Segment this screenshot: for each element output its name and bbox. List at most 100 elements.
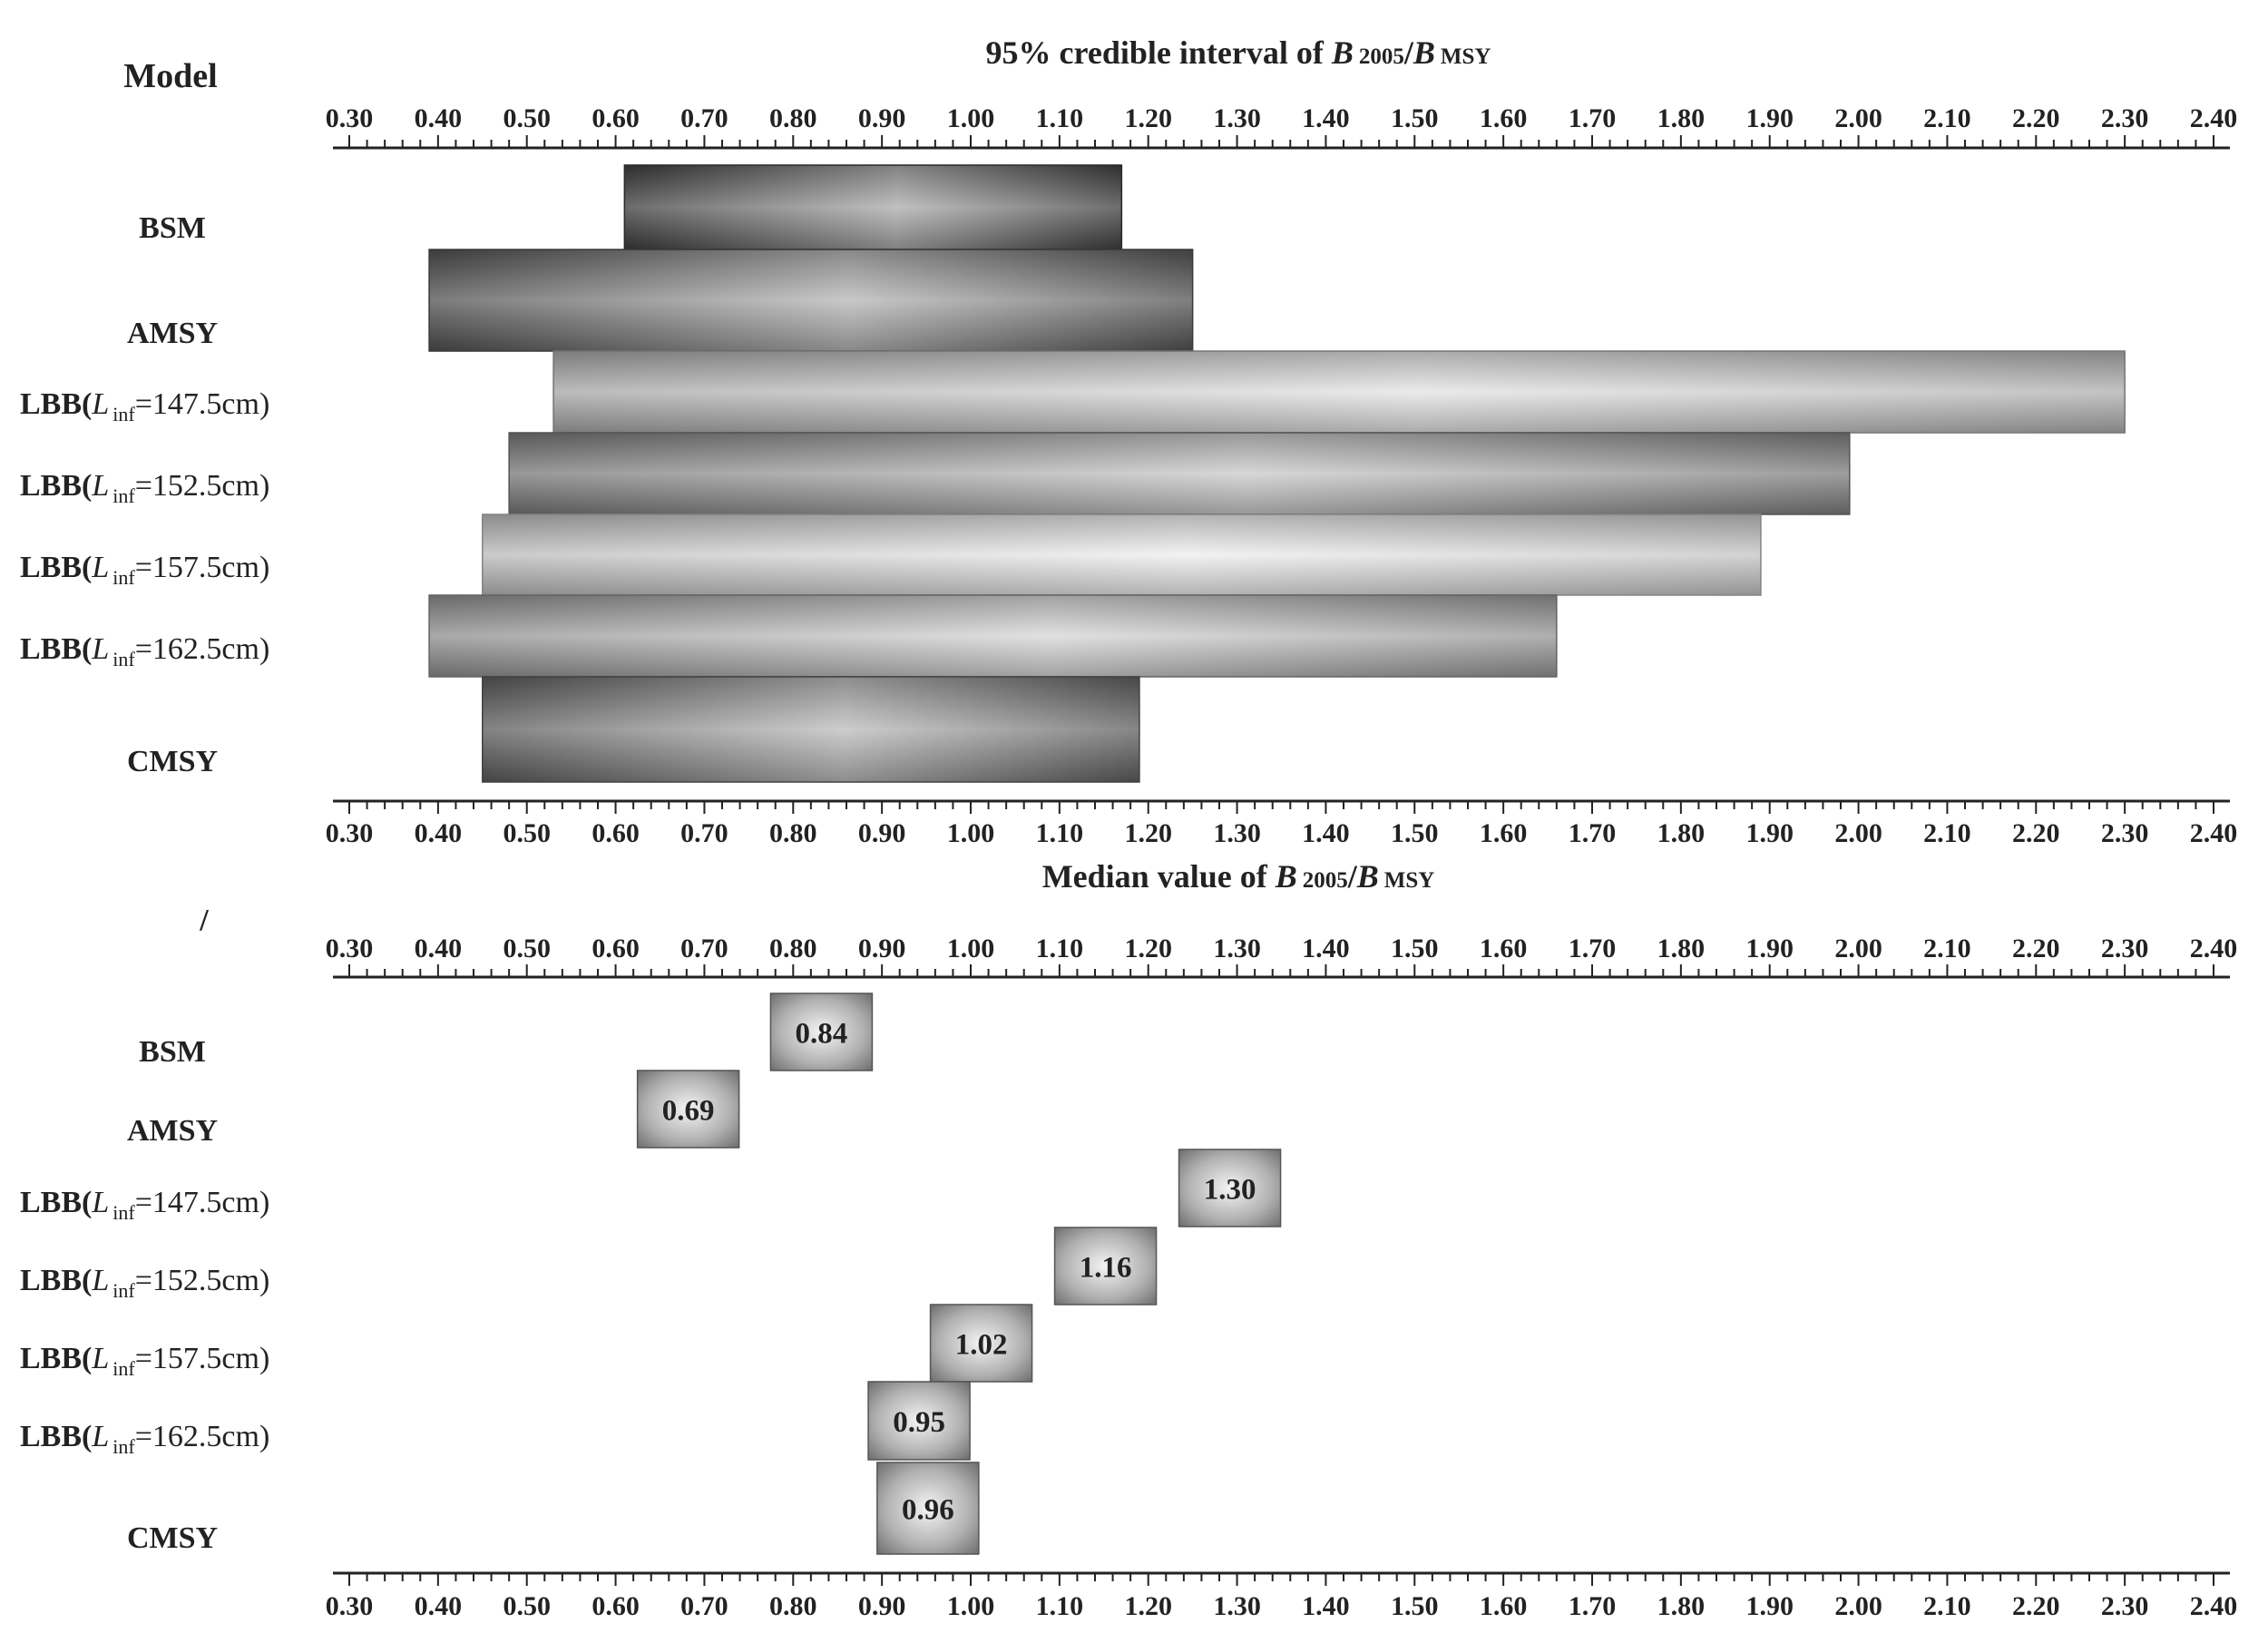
tick-label-bottom-intervals: 0.70 <box>680 818 728 848</box>
tick-label-top-intervals: 0.80 <box>769 103 817 133</box>
tick-label-top-intervals: 2.40 <box>2190 103 2238 133</box>
tick-label-bottom-intervals: 0.40 <box>415 818 463 848</box>
interval-bar-shading <box>482 514 1761 595</box>
tick-label-top-medians: 0.50 <box>503 934 551 963</box>
tick-label-top-medians: 1.90 <box>1745 934 1794 963</box>
tick-label-bottom-medians: 0.80 <box>769 1591 817 1621</box>
median-value-label: 0.95 <box>893 1406 945 1439</box>
tick-label-top-medians: 2.40 <box>2190 934 2238 963</box>
median-box <box>876 1462 980 1555</box>
tick-label-bottom-intervals: 2.30 <box>2101 818 2149 848</box>
tick-label-bottom-intervals: 1.90 <box>1745 818 1794 848</box>
tick-label-top-medians: 2.20 <box>2012 934 2060 963</box>
tick-label-top-intervals: 0.50 <box>503 103 551 133</box>
tick-label-top-medians: 0.80 <box>769 934 817 963</box>
interval-bar-shading <box>509 433 1850 514</box>
median-box <box>769 993 874 1071</box>
tick-label-top-intervals: 1.60 <box>1480 103 1528 133</box>
tick-label-top-medians: 2.00 <box>1834 934 1882 963</box>
model-label-medians: BSM <box>139 1035 206 1069</box>
tick-label-bottom-intervals: 1.30 <box>1213 818 1261 848</box>
median-value-label: 1.16 <box>1080 1252 1132 1285</box>
tick-label-top-medians: 1.10 <box>1036 934 1084 963</box>
tick-label-bottom-intervals: 2.00 <box>1834 818 1882 848</box>
tick-label-top-intervals: 1.00 <box>947 103 995 133</box>
median-box <box>636 1070 740 1149</box>
tick-label-bottom-medians: 0.30 <box>326 1591 374 1621</box>
tick-label-top-medians: 1.30 <box>1213 934 1261 963</box>
model-label-intervals: LBB(L inf=152.5cm) <box>20 469 269 507</box>
median-box <box>867 1381 971 1461</box>
tick-label-top-intervals: 2.30 <box>2101 103 2149 133</box>
tick-label-bottom-intervals: 1.00 <box>947 818 995 848</box>
tick-label-bottom-medians: 2.30 <box>2101 1591 2149 1621</box>
tick-label-top-medians: 1.60 <box>1480 934 1528 963</box>
median-value-label: 0.84 <box>796 1018 848 1051</box>
tick-label-bottom-intervals: 1.60 <box>1480 818 1528 848</box>
tick-label-top-medians: 0.70 <box>680 934 728 963</box>
tick-label-top-intervals: 2.20 <box>2012 103 2060 133</box>
model-label-medians: LBB(L inf=147.5cm) <box>20 1186 269 1224</box>
chart-title-intervals: 95% credible interval of B 2005/B MSY <box>986 34 1491 71</box>
interval-bar-shading <box>553 351 2126 433</box>
model-label-intervals: CMSY <box>127 745 218 778</box>
tick-label-bottom-intervals: 0.80 <box>769 818 817 848</box>
tick-label-bottom-medians: 1.10 <box>1036 1591 1084 1621</box>
tick-label-top-intervals: 0.30 <box>326 103 374 133</box>
model-label-medians: CMSY <box>127 1521 218 1555</box>
median-value-label: 1.30 <box>1204 1174 1256 1207</box>
tick-label-bottom-medians: 2.10 <box>1923 1591 1971 1621</box>
tick-label-bottom-medians: 1.40 <box>1302 1591 1350 1621</box>
tick-label-bottom-intervals: 0.90 <box>858 818 906 848</box>
interval-bar-shading <box>482 677 1139 782</box>
tick-label-top-intervals: 2.00 <box>1834 103 1882 133</box>
model-label-intervals: LBB(L inf=157.5cm) <box>20 551 269 589</box>
tick-label-bottom-medians: 0.40 <box>415 1591 463 1621</box>
median-value-label: 1.02 <box>955 1329 1008 1362</box>
model-label-intervals: BSM <box>139 211 206 245</box>
tick-label-top-intervals: 0.90 <box>858 103 906 133</box>
chart-title-medians: Median value of B 2005/B MSY <box>1042 858 1435 895</box>
model-column-header: Model <box>123 57 217 95</box>
tick-label-bottom-medians: 2.00 <box>1834 1591 1882 1621</box>
tick-label-bottom-medians: 1.20 <box>1124 1591 1172 1621</box>
tick-label-top-intervals: 0.40 <box>415 103 463 133</box>
median-value-label: 0.96 <box>902 1494 954 1527</box>
tick-label-top-intervals: 1.20 <box>1124 103 1172 133</box>
interval-bar-outline <box>482 676 1140 783</box>
tick-label-top-medians: 1.70 <box>1569 934 1617 963</box>
median-box <box>929 1304 1033 1383</box>
tick-label-top-medians: 0.60 <box>591 934 640 963</box>
corner-slash-mark: / <box>199 904 209 937</box>
tick-label-top-medians: 0.90 <box>858 934 906 963</box>
median-box <box>1053 1227 1158 1305</box>
tick-label-top-intervals: 1.30 <box>1213 103 1261 133</box>
tick-label-top-medians: 2.10 <box>1923 934 1971 963</box>
model-label-medians: LBB(L inf=157.5cm) <box>20 1342 269 1380</box>
model-label-intervals: AMSY <box>127 317 218 350</box>
tick-label-top-medians: 1.20 <box>1124 934 1172 963</box>
tick-label-bottom-medians: 0.60 <box>591 1591 640 1621</box>
tick-label-bottom-intervals: 2.10 <box>1923 818 1971 848</box>
model-label-medians: LBB(L inf=152.5cm) <box>20 1264 269 1302</box>
tick-label-bottom-medians: 1.90 <box>1745 1591 1794 1621</box>
tick-label-top-intervals: 1.40 <box>1302 103 1350 133</box>
interval-bar-shading <box>429 595 1557 677</box>
tick-label-bottom-intervals: 1.40 <box>1302 818 1350 848</box>
tick-label-bottom-intervals: 0.30 <box>326 818 374 848</box>
tick-label-bottom-medians: 2.20 <box>2012 1591 2060 1621</box>
tick-label-top-intervals: 1.10 <box>1036 103 1084 133</box>
tick-label-bottom-intervals: 1.50 <box>1391 818 1439 848</box>
tick-label-top-intervals: 1.50 <box>1391 103 1439 133</box>
tick-label-bottom-intervals: 1.70 <box>1569 818 1617 848</box>
tick-label-top-intervals: 1.90 <box>1745 103 1794 133</box>
model-label-medians: LBB(L inf=162.5cm) <box>20 1420 269 1458</box>
tick-label-top-medians: 2.30 <box>2101 934 2149 963</box>
tick-label-bottom-intervals: 1.20 <box>1124 818 1172 848</box>
tick-label-top-intervals: 2.10 <box>1923 103 1971 133</box>
tick-label-bottom-intervals: 1.10 <box>1036 818 1084 848</box>
tick-label-top-medians: 1.50 <box>1391 934 1439 963</box>
tick-label-top-medians: 1.40 <box>1302 934 1350 963</box>
tick-label-bottom-intervals: 0.60 <box>591 818 640 848</box>
